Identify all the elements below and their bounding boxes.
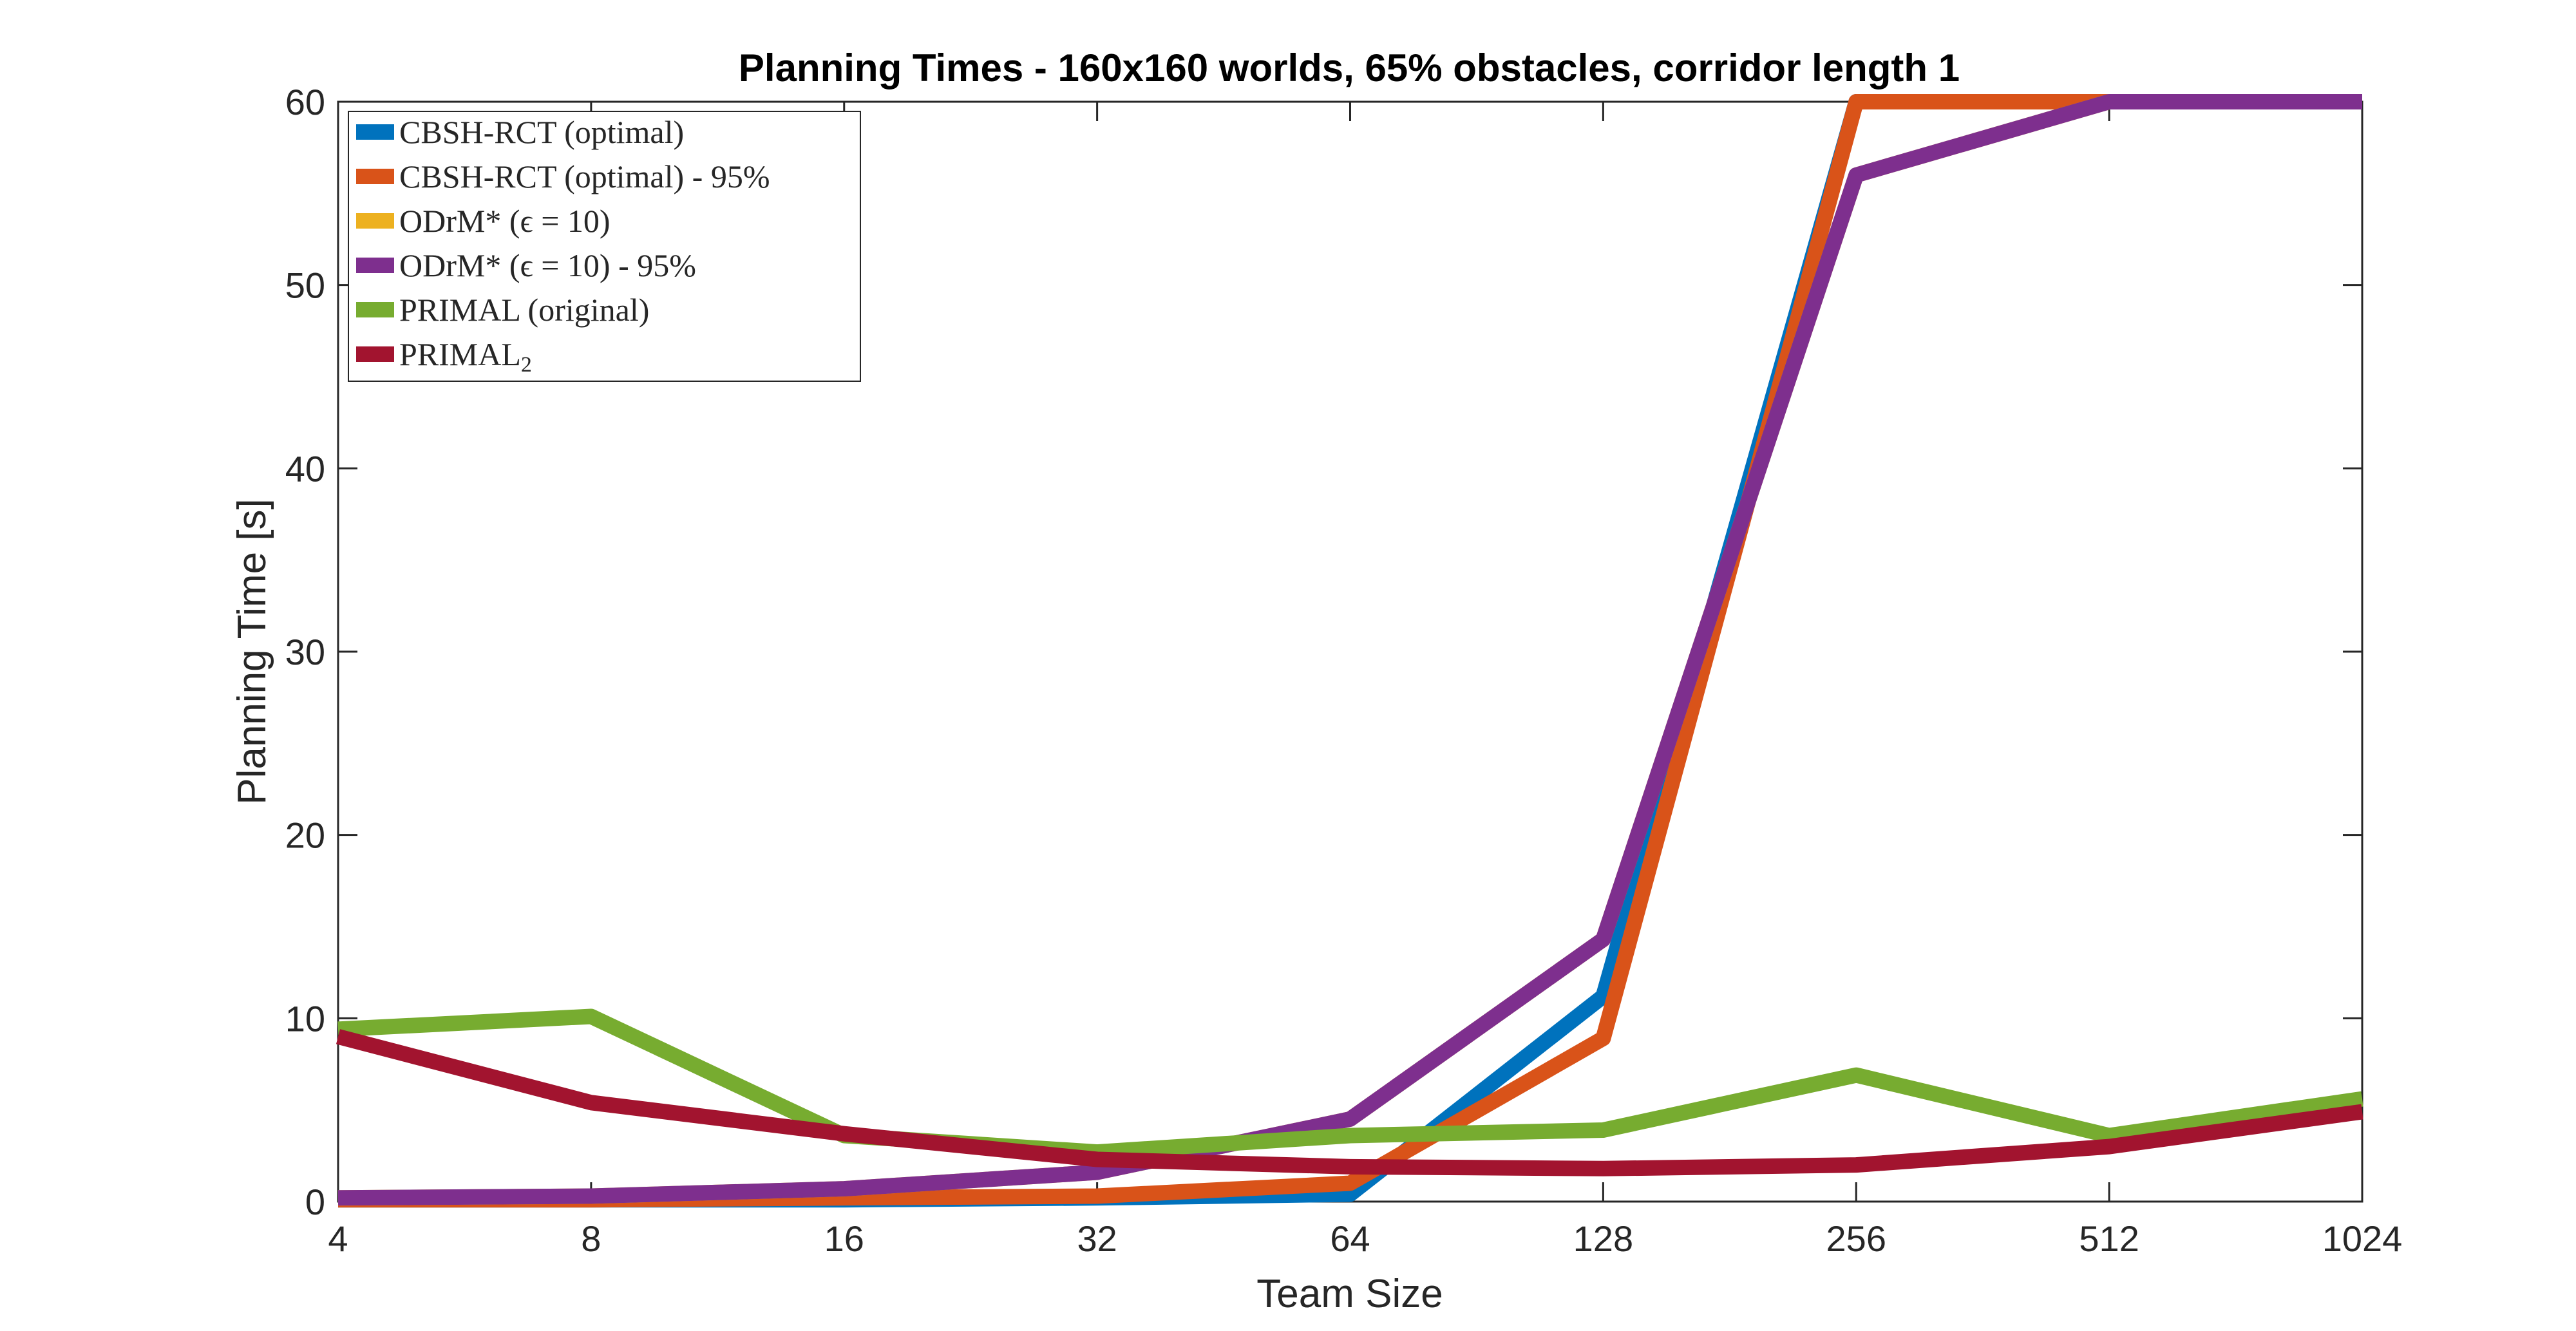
x-axis-label: Team Size — [1256, 1272, 1443, 1316]
legend-label-text: CBSH-RCT (optimal) — [399, 114, 684, 150]
x-tick-label: 8 — [581, 1218, 601, 1259]
legend: CBSH-RCT (optimal) CBSH-RCT (optimal) - 9… — [348, 111, 861, 382]
x-tick-label: 256 — [1826, 1218, 1886, 1259]
legend-label-text: ODrM* (ϵ = 10) - 95% — [399, 247, 696, 283]
legend-entries: CBSH-RCT (optimal) CBSH-RCT (optimal) - 9… — [356, 114, 770, 377]
y-axis: 0 10 20 30 40 50 60 — [285, 82, 2362, 1222]
legend-label: ODrM* (ϵ = 10) - 95% — [399, 247, 696, 283]
y-tick-label: 30 — [285, 632, 325, 672]
legend-label: CBSH-RCT (optimal) - 95% — [399, 158, 770, 194]
legend-label: ODrM* (ϵ = 10) — [399, 203, 611, 239]
series-line-4 — [337, 1008, 2363, 1160]
legend-label: PRIMAL2 — [399, 336, 532, 377]
legend-label-text: ODrM* (ϵ = 10) — [399, 203, 611, 239]
legend-box — [348, 111, 861, 382]
legend-label-text: PRIMAL — [399, 336, 521, 372]
legend-label-text: PRIMAL (original) — [399, 292, 649, 328]
x-tick-label: 1024 — [2322, 1218, 2403, 1259]
y-tick-label: 60 — [285, 82, 325, 122]
y-tick-label: 40 — [285, 448, 325, 489]
legend-label: PRIMAL (original) — [399, 292, 649, 328]
x-tick-label: 4 — [328, 1218, 348, 1259]
y-tick-label: 20 — [285, 815, 325, 856]
legend-label-text: CBSH-RCT (optimal) - 95% — [399, 158, 770, 194]
y-tick-label: 0 — [305, 1182, 325, 1222]
x-tick-label: 32 — [1077, 1218, 1117, 1259]
y-tick-label: 50 — [285, 265, 325, 306]
x-tick-label: 128 — [1573, 1218, 1633, 1259]
y-axis-label: Planning Time [s] — [230, 498, 274, 805]
chart-title: Planning Times - 160x160 worlds, 65% obs… — [739, 46, 1960, 90]
x-tick-label: 16 — [824, 1218, 864, 1259]
x-tick-label: 512 — [2079, 1218, 2139, 1259]
series-line-3 — [337, 94, 2362, 1206]
series-lines — [336, 94, 2363, 1208]
x-axis: 4 8 16 32 64 128 256 512 1024 — [328, 102, 2402, 1259]
series-line-5 — [336, 1029, 2363, 1176]
legend-label-subscript: 2 — [521, 353, 532, 377]
legend-label: CBSH-RCT (optimal) — [399, 114, 684, 150]
x-tick-label: 64 — [1330, 1218, 1370, 1259]
y-tick-label: 10 — [285, 998, 325, 1039]
